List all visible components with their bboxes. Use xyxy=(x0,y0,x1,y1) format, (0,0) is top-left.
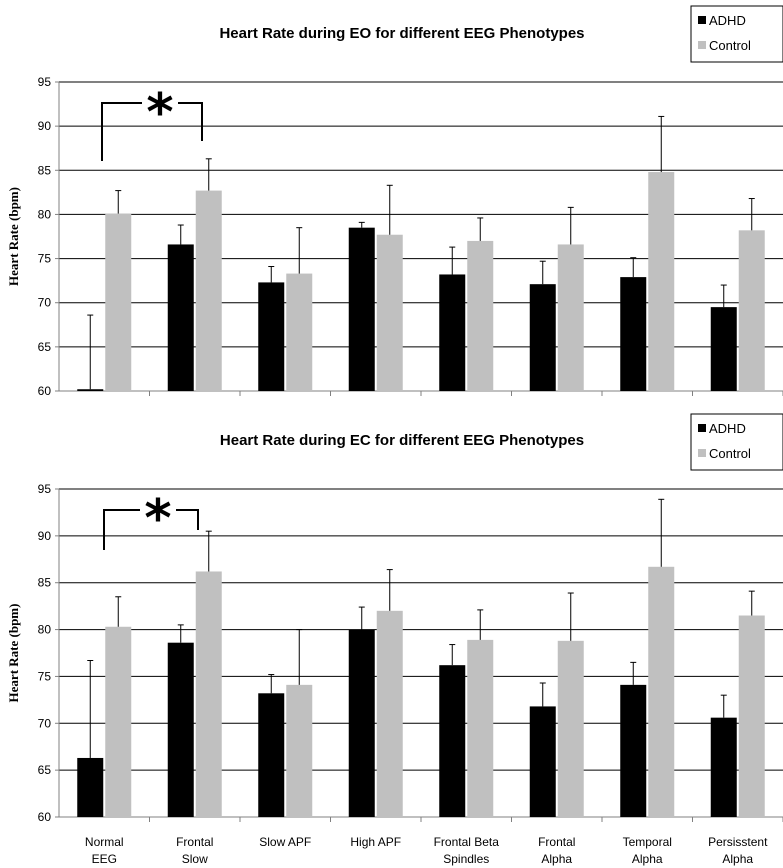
y-tick-label: 80 xyxy=(38,207,52,221)
y-tick-label: 65 xyxy=(38,763,52,777)
bar-adhd xyxy=(620,277,647,391)
bar-adhd xyxy=(529,706,556,817)
y-tick-label: 65 xyxy=(38,340,52,354)
y-tick-label: 90 xyxy=(38,119,52,133)
y-tick-label: 70 xyxy=(38,296,52,310)
chart-eo: Heart Rate during EO for different EEG P… xyxy=(6,5,783,398)
x-tick-label: Alpha xyxy=(541,852,572,866)
bar-control xyxy=(376,234,403,391)
bar-adhd xyxy=(167,244,194,391)
legend-label: Control xyxy=(709,446,751,461)
y-tick-label: 75 xyxy=(38,669,52,683)
bar-control xyxy=(376,610,403,817)
bar-control xyxy=(195,571,222,817)
y-tick-label: 95 xyxy=(38,75,52,89)
bar-adhd xyxy=(258,282,285,391)
y-tick-label: 75 xyxy=(38,252,52,266)
x-tick-label: Alpha xyxy=(722,852,753,866)
chart-title: Heart Rate during EO for different EEG P… xyxy=(219,25,584,42)
x-tick-label: Normal xyxy=(85,835,124,849)
legend-swatch xyxy=(698,16,706,24)
legend: ADHD Control xyxy=(690,413,783,471)
y-tick-label: 80 xyxy=(38,623,52,637)
bar-control xyxy=(105,213,132,391)
y-axis-label: Heart Rate (bpm) xyxy=(6,604,21,703)
bar-control xyxy=(105,626,132,817)
bar-control xyxy=(195,190,222,391)
bar-adhd xyxy=(710,307,737,391)
x-tick-label: Slow xyxy=(182,852,208,866)
x-tick-label: EEG xyxy=(92,852,117,866)
bar-control xyxy=(738,615,765,817)
significance-star: * xyxy=(146,83,173,143)
bar-control xyxy=(467,240,494,391)
x-tick-label: Temporal xyxy=(623,835,672,849)
y-tick-label: 85 xyxy=(38,163,52,177)
x-tick-label: Frontal xyxy=(176,835,213,849)
bar-adhd xyxy=(620,684,647,817)
y-axis-label: Heart Rate (bpm) xyxy=(6,187,21,286)
x-tick-label: Frontal Beta xyxy=(434,835,500,849)
significance-bracket-gap xyxy=(142,97,178,109)
bar-adhd xyxy=(439,665,466,817)
bar-control xyxy=(648,172,675,391)
y-tick-label: 70 xyxy=(38,716,52,730)
bar-control xyxy=(557,244,584,391)
y-tick-label: 95 xyxy=(38,482,52,496)
y-tick-label: 60 xyxy=(38,384,52,398)
bar-control xyxy=(557,640,584,817)
legend-box xyxy=(690,5,783,63)
bar-control xyxy=(286,684,313,817)
significance-star: * xyxy=(144,489,171,549)
chart-ec: Heart Rate during EC for different EEG P… xyxy=(6,413,783,866)
bar-adhd xyxy=(77,757,104,817)
bar-control xyxy=(467,639,494,817)
x-tick-label: Alpha xyxy=(632,852,663,866)
x-tick-label: Slow APF xyxy=(259,835,311,849)
legend-label: ADHD xyxy=(709,421,746,436)
x-tick-label: Frontal xyxy=(538,835,575,849)
y-tick-label: 60 xyxy=(38,810,52,824)
bar-adhd xyxy=(167,642,194,817)
x-tick-label: High APF xyxy=(350,835,401,849)
bar-adhd xyxy=(439,274,466,391)
bar-adhd xyxy=(529,284,556,391)
legend-label: Control xyxy=(709,38,751,53)
legend-swatch xyxy=(698,424,706,432)
bar-adhd xyxy=(348,629,375,817)
legend-swatch xyxy=(698,41,706,49)
bar-adhd xyxy=(348,227,375,391)
legend-label: ADHD xyxy=(709,13,746,28)
bar-control xyxy=(286,273,313,391)
significance-bracket-gap xyxy=(140,504,176,516)
legend-box xyxy=(690,413,783,471)
legend: ADHD Control xyxy=(690,5,783,63)
bar-control xyxy=(648,566,675,817)
bar-adhd xyxy=(710,717,737,817)
x-tick-label: Spindles xyxy=(443,852,489,866)
legend-swatch xyxy=(698,449,706,457)
bar-adhd xyxy=(258,693,285,817)
bar-control xyxy=(738,230,765,391)
bar-adhd xyxy=(77,389,104,391)
y-tick-label: 85 xyxy=(38,576,52,590)
y-tick-label: 90 xyxy=(38,529,52,543)
x-tick-label: Persisstent xyxy=(708,835,768,849)
chart-title: Heart Rate during EC for different EEG P… xyxy=(220,432,584,449)
